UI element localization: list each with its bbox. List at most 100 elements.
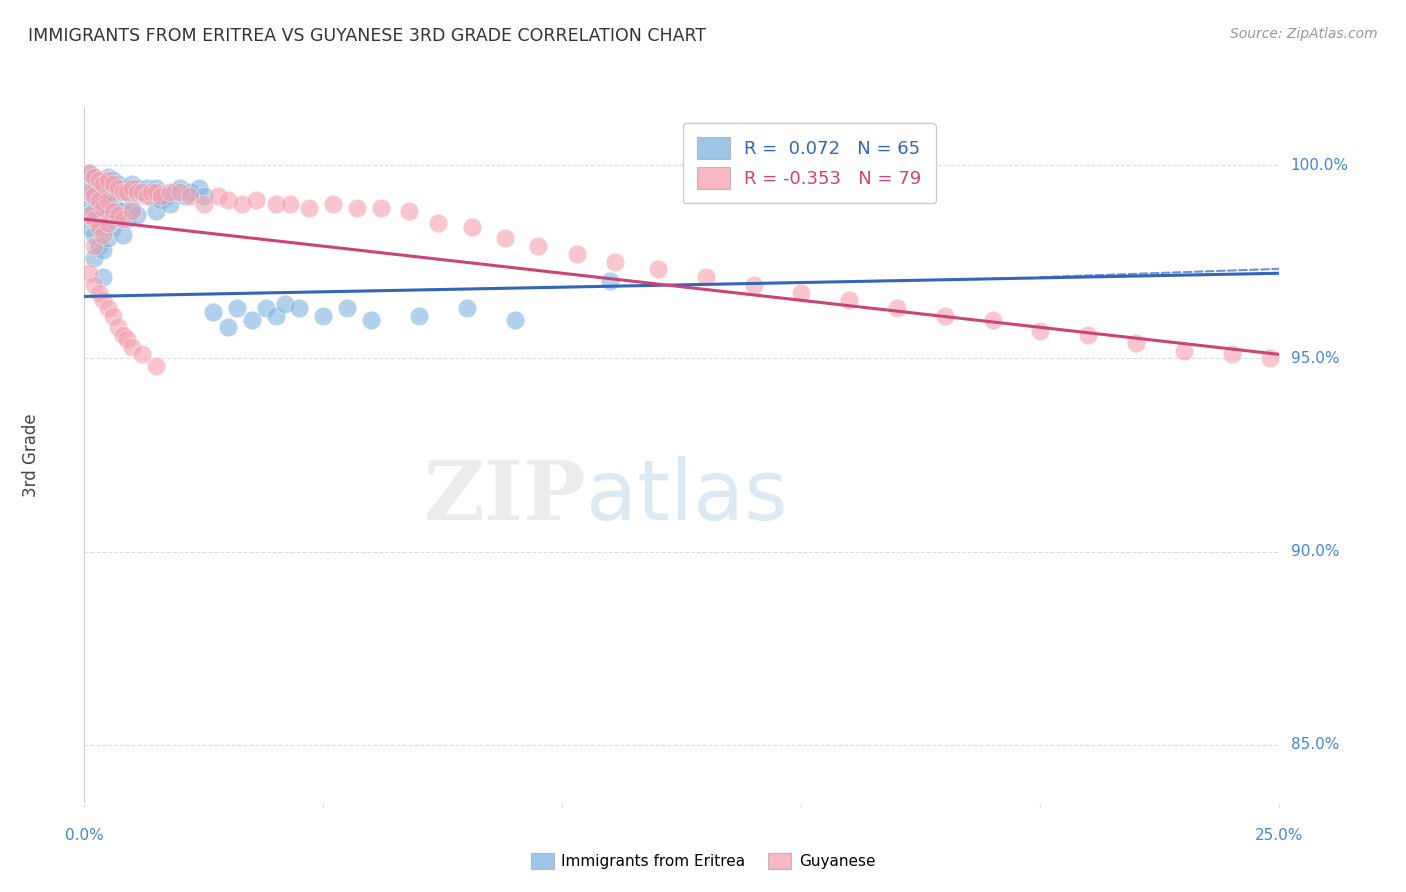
Point [121,181,143,195]
Point [97,173,120,187]
Point [346,201,368,215]
Point [217,193,239,207]
Point [217,320,239,334]
Point [93,178,115,192]
Point [107,208,129,222]
Point [141,185,163,199]
Point [83,169,105,184]
Point [135,181,157,195]
Point [77,208,100,222]
Point [274,297,297,311]
Text: ZIP: ZIP [423,457,586,537]
Point [101,173,124,187]
Point [107,178,129,192]
Point [131,347,153,361]
Point [193,196,215,211]
Point [427,216,450,230]
Point [93,178,115,192]
Point [264,196,287,211]
Point [97,185,120,199]
Point [87,239,110,253]
Point [101,219,124,234]
Point [107,320,129,334]
Point [93,196,115,211]
Text: 85.0%: 85.0% [1291,738,1339,752]
Point [101,178,124,192]
Point [93,227,115,242]
Point [83,239,105,253]
Point [135,189,157,203]
Point [121,204,143,219]
Point [93,270,115,285]
Point [165,185,187,199]
Point [312,309,335,323]
Point [647,262,669,277]
Point [408,309,430,323]
Point [117,212,139,227]
Point [149,193,172,207]
Point [565,247,588,261]
Point [145,181,167,195]
Point [87,193,110,207]
Point [207,189,229,203]
Point [83,251,105,265]
Point [254,301,277,315]
Point [117,185,139,199]
Point [742,277,765,292]
Point [131,185,153,199]
Point [370,201,392,215]
Point [83,277,105,292]
Point [117,185,139,199]
Text: 95.0%: 95.0% [1291,351,1339,366]
Point [599,274,621,288]
Point [77,166,100,180]
Point [83,227,105,242]
Text: atlas: atlas [586,456,787,537]
Point [125,208,148,222]
Point [159,196,181,211]
Point [121,201,143,215]
Point [87,285,110,300]
Point [101,204,124,219]
Point [188,181,211,195]
Point [121,178,143,192]
Point [298,201,321,215]
Point [264,309,287,323]
Point [83,185,105,199]
Point [141,189,163,203]
Point [97,301,120,315]
Point [494,231,516,245]
Point [159,185,181,199]
Point [145,185,167,199]
Point [83,189,105,203]
Point [121,340,143,354]
Point [93,201,115,215]
Text: 3rd Grade: 3rd Grade [21,413,39,497]
Text: Source: ZipAtlas.com: Source: ZipAtlas.com [1230,27,1378,41]
Point [231,196,253,211]
Point [107,204,129,219]
Point [111,328,134,343]
Point [77,166,100,180]
Point [245,193,267,207]
Point [111,185,134,199]
Point [1125,335,1147,350]
Point [107,181,129,195]
Point [790,285,813,300]
Point [87,173,110,187]
Point [149,189,172,203]
Point [97,231,120,245]
Point [77,181,100,195]
Text: 25.0%: 25.0% [1256,828,1303,843]
Point [460,219,482,234]
Point [336,301,359,315]
Point [1220,347,1243,361]
Point [97,169,120,184]
Point [125,181,148,195]
Text: 0.0%: 0.0% [65,828,104,843]
Point [360,312,382,326]
Point [93,219,115,234]
Point [193,189,215,203]
Point [456,301,478,315]
Point [226,301,249,315]
